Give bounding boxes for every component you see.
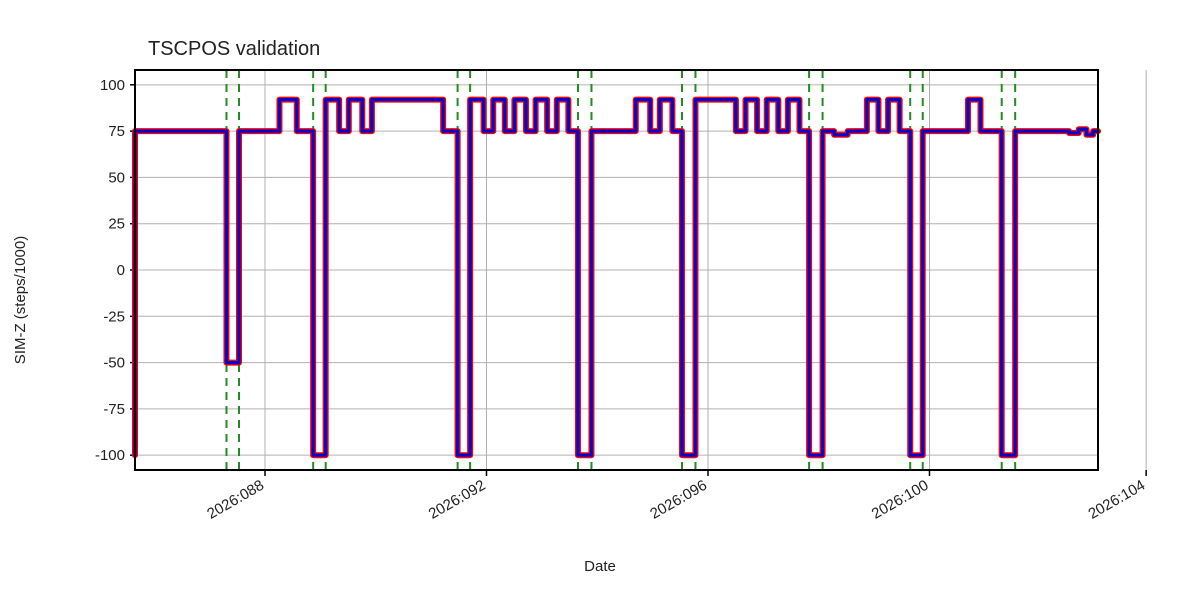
ytick-label-75: 75 bbox=[108, 123, 125, 140]
chart-root: TSCPOS validation Date SIM-Z (steps/1000… bbox=[0, 0, 1200, 600]
ytick-label--50: -50 bbox=[103, 355, 125, 372]
chart-svg[interactable]: -100 -75 -50 -25 0 25 50 75 100 2026:088 2026:092 2… bbox=[0, 0, 1200, 600]
xtick-label-3: 2026:100 bbox=[869, 477, 932, 523]
ytick-label-0: 0 bbox=[117, 262, 125, 279]
xtick-label-1: 2026:092 bbox=[426, 477, 489, 523]
xtick-label-4: 2026:104 bbox=[1085, 477, 1148, 523]
ytick-label--100: -100 bbox=[95, 447, 125, 464]
ytick-label--75: -75 bbox=[103, 401, 125, 418]
ytick-label--25: -25 bbox=[103, 308, 125, 325]
ytick-label-50: 50 bbox=[108, 169, 125, 186]
xtick-label-0: 2026:088 bbox=[204, 477, 267, 523]
ytick-label-100: 100 bbox=[100, 77, 125, 94]
xtick-label-2: 2026:096 bbox=[647, 477, 710, 523]
ytick-label-25: 25 bbox=[108, 216, 125, 233]
